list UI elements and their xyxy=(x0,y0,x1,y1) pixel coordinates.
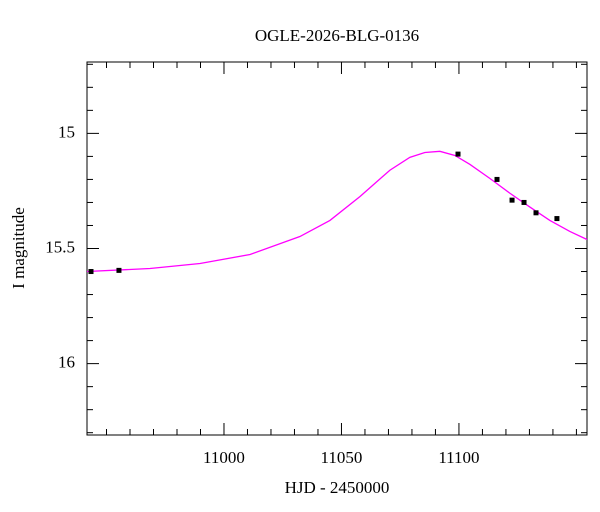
y-axis-label: I magnitude xyxy=(9,207,28,289)
data-point xyxy=(494,176,500,182)
data-point xyxy=(116,267,122,273)
data-point xyxy=(88,269,94,275)
x-tick-label: 11050 xyxy=(321,448,363,467)
data-point xyxy=(509,197,515,203)
y-tick-label: 16 xyxy=(58,353,75,372)
x-tick-label: 11100 xyxy=(438,448,479,467)
plot-frame xyxy=(86,61,588,436)
x-axis-label: HJD - 2450000 xyxy=(285,478,390,497)
y-tick-label: 15.5 xyxy=(45,237,75,256)
data-point xyxy=(554,216,560,222)
y-tick-label: 15 xyxy=(58,122,75,141)
data-point xyxy=(521,199,527,205)
chart-title: OGLE-2026-BLG-0136 xyxy=(255,26,419,45)
data-point xyxy=(455,151,461,157)
model-curve xyxy=(86,150,588,273)
data-point xyxy=(533,210,539,216)
x-tick-label: 11000 xyxy=(203,448,245,467)
